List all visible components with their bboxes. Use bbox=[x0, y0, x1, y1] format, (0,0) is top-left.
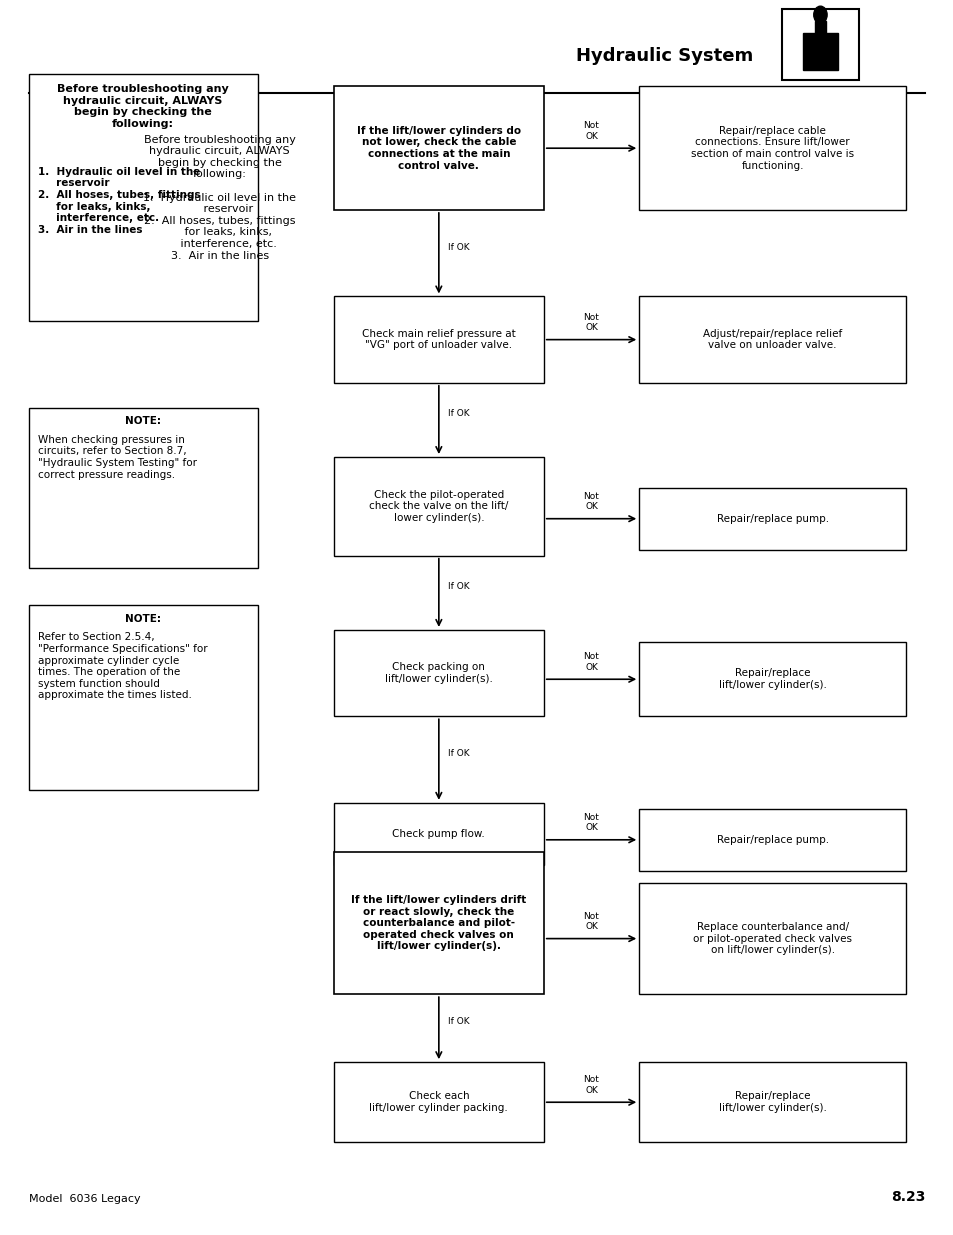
FancyBboxPatch shape bbox=[334, 296, 543, 383]
FancyBboxPatch shape bbox=[639, 296, 905, 383]
Text: Check packing on
lift/lower cylinder(s).: Check packing on lift/lower cylinder(s). bbox=[384, 662, 493, 684]
Text: Repair/replace pump.: Repair/replace pump. bbox=[716, 835, 828, 845]
FancyBboxPatch shape bbox=[334, 86, 543, 210]
Text: Refer to Section 2.5.4,
"Performance Specifications" for
approximate cylinder cy: Refer to Section 2.5.4, "Performance Spe… bbox=[38, 632, 208, 700]
Text: If OK: If OK bbox=[448, 748, 470, 758]
Text: Check the pilot-operated
check the valve on the lift/
lower cylinder(s).: Check the pilot-operated check the valve… bbox=[369, 490, 508, 522]
FancyBboxPatch shape bbox=[334, 803, 543, 864]
Text: Check main relief pressure at
"VG" port of unloader valve.: Check main relief pressure at "VG" port … bbox=[361, 329, 516, 351]
Text: Repair/replace pump.: Repair/replace pump. bbox=[716, 514, 828, 524]
Text: NOTE:: NOTE: bbox=[125, 416, 161, 426]
Text: Not
OK: Not OK bbox=[583, 121, 598, 141]
Text: Replace counterbalance and/
or pilot-operated check valves
on lift/lower cylinde: Replace counterbalance and/ or pilot-ope… bbox=[693, 923, 851, 955]
Text: NOTE:: NOTE: bbox=[125, 614, 161, 624]
Text: Before troubleshooting any
hydraulic circuit, ALWAYS
begin by checking the
follo: Before troubleshooting any hydraulic cir… bbox=[143, 135, 295, 261]
Text: Not
OK: Not OK bbox=[583, 911, 598, 931]
Text: Model  6036 Legacy: Model 6036 Legacy bbox=[29, 1194, 140, 1204]
FancyBboxPatch shape bbox=[814, 21, 825, 33]
Text: 8.23: 8.23 bbox=[890, 1191, 924, 1204]
Text: Not
OK: Not OK bbox=[583, 652, 598, 672]
Text: If the lift/lower cylinders do
not lower, check the cable
connections at the mai: If the lift/lower cylinders do not lower… bbox=[356, 126, 520, 170]
Text: Repair/replace
lift/lower cylinder(s).: Repair/replace lift/lower cylinder(s). bbox=[718, 1092, 826, 1113]
FancyBboxPatch shape bbox=[639, 1062, 905, 1142]
FancyBboxPatch shape bbox=[639, 883, 905, 994]
Text: Check pump flow.: Check pump flow. bbox=[392, 829, 485, 839]
FancyBboxPatch shape bbox=[802, 33, 837, 70]
FancyBboxPatch shape bbox=[29, 605, 257, 790]
FancyBboxPatch shape bbox=[639, 488, 905, 550]
Text: Before troubleshooting any
hydraulic circuit, ALWAYS
begin by checking the
follo: Before troubleshooting any hydraulic cir… bbox=[57, 84, 229, 128]
FancyBboxPatch shape bbox=[334, 630, 543, 716]
Text: If OK: If OK bbox=[448, 1018, 470, 1026]
Text: Repair/replace cable
connections. Ensure lift/lower
section of main control valv: Repair/replace cable connections. Ensure… bbox=[691, 126, 853, 170]
Text: Check each
lift/lower cylinder packing.: Check each lift/lower cylinder packing. bbox=[369, 1092, 508, 1113]
Text: If OK: If OK bbox=[448, 409, 470, 419]
Text: Not
OK: Not OK bbox=[583, 312, 598, 332]
Text: Repair/replace
lift/lower cylinder(s).: Repair/replace lift/lower cylinder(s). bbox=[718, 668, 826, 690]
Text: Adjust/repair/replace relief
valve on unloader valve.: Adjust/repair/replace relief valve on un… bbox=[702, 329, 841, 351]
FancyBboxPatch shape bbox=[639, 809, 905, 871]
Text: When checking pressures in
circuits, refer to Section 8.7,
"Hydraulic System Tes: When checking pressures in circuits, ref… bbox=[38, 435, 197, 479]
Text: If the lift/lower cylinders drift
or react slowly, check the
counterbalance and : If the lift/lower cylinders drift or rea… bbox=[351, 895, 526, 951]
FancyBboxPatch shape bbox=[29, 74, 257, 321]
Text: If OK: If OK bbox=[448, 242, 470, 252]
FancyBboxPatch shape bbox=[334, 852, 543, 994]
FancyBboxPatch shape bbox=[334, 457, 543, 556]
FancyBboxPatch shape bbox=[639, 86, 905, 210]
FancyBboxPatch shape bbox=[639, 642, 905, 716]
Text: 1.  Hydraulic oil level in the
     reservoir
2.  All hoses, tubes, fittings
   : 1. Hydraulic oil level in the reservoir … bbox=[38, 167, 200, 235]
Text: Not
OK: Not OK bbox=[583, 1076, 598, 1094]
Circle shape bbox=[813, 6, 826, 23]
Text: Hydraulic System: Hydraulic System bbox=[576, 47, 753, 64]
Text: If OK: If OK bbox=[448, 582, 470, 592]
Text: Not
OK: Not OK bbox=[583, 813, 598, 832]
Text: Not
OK: Not OK bbox=[583, 492, 598, 511]
FancyBboxPatch shape bbox=[29, 408, 257, 568]
FancyBboxPatch shape bbox=[334, 1062, 543, 1142]
FancyBboxPatch shape bbox=[781, 9, 858, 80]
